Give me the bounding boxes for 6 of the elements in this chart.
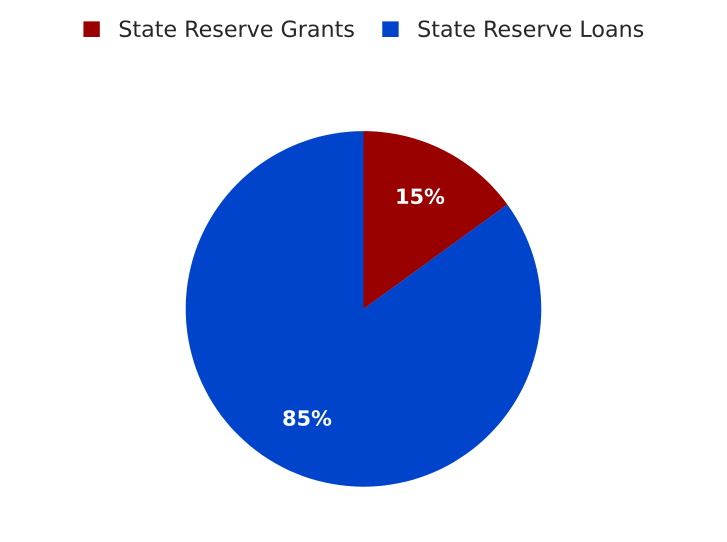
pie-slice — [186, 131, 542, 487]
data-label: 85% — [283, 410, 332, 426]
legend-label: State Reserve Grants — [120, 20, 354, 38]
pie-slice — [364, 131, 508, 309]
data-label: 15% — [397, 188, 444, 204]
legend-label: State Reserve Loans — [418, 20, 644, 38]
